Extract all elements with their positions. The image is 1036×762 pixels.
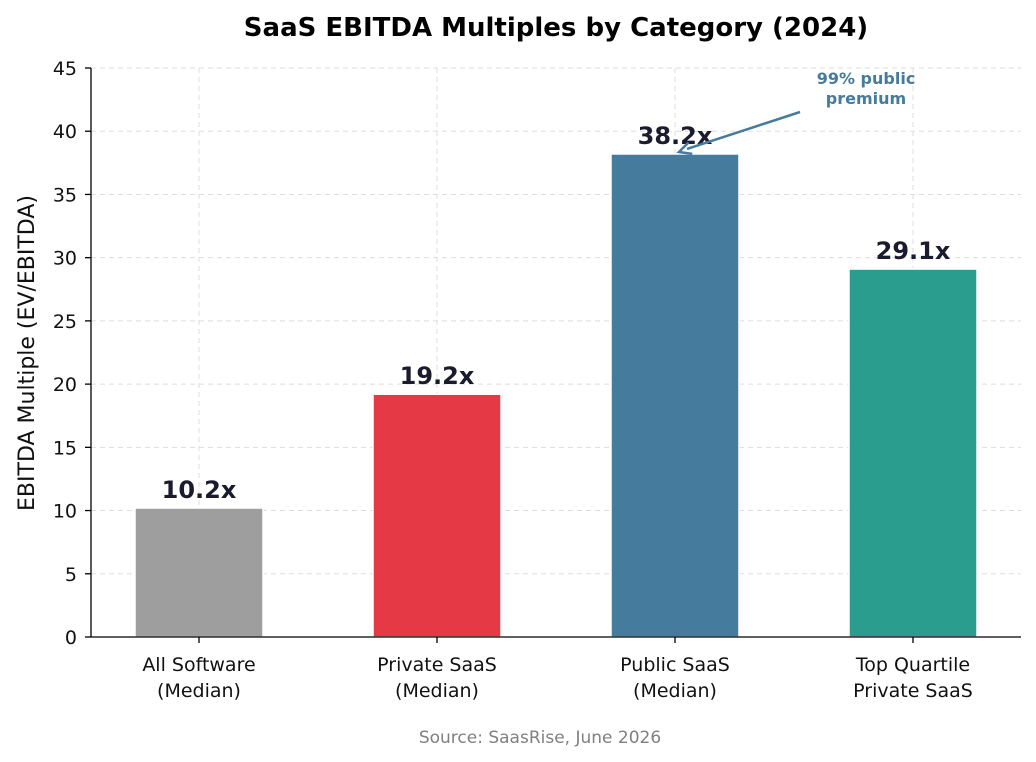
x-tick-label-line: Private SaaS <box>377 654 497 676</box>
chart-title: SaaS EBITDA Multiples by Category (2024) <box>244 13 868 43</box>
annotation-text: 99% public premium <box>817 69 916 108</box>
annotation-text-line: 99% public <box>817 69 916 88</box>
y-tick-label: 40 <box>53 121 77 143</box>
x-tick-label: All Software (Median) <box>142 654 255 702</box>
value-label: 38.2x <box>638 122 713 150</box>
y-tick-label: 15 <box>53 437 77 459</box>
bars <box>134 153 978 638</box>
x-tick-label: Public SaaS (Median) <box>620 654 730 702</box>
bar <box>134 507 264 638</box>
annotation-text-line: premium <box>826 89 906 108</box>
y-tick-label: 35 <box>53 184 77 206</box>
annotation-arrow-head <box>676 141 693 156</box>
y-tick-label: 30 <box>53 248 77 270</box>
annotation: 99% public premium <box>676 69 916 156</box>
axes <box>90 68 1021 638</box>
value-label: 19.2x <box>400 362 475 390</box>
x-tick-label-line: All Software <box>142 654 255 676</box>
x-tick-label-line: Public SaaS <box>620 654 730 676</box>
x-tick-label: Private SaaS (Median) <box>377 654 497 702</box>
y-tick-label: 20 <box>53 374 77 396</box>
y-tick-label: 45 <box>53 58 77 80</box>
bar <box>610 153 740 638</box>
source-note: Source: SaasRise, June 2026 <box>419 728 661 748</box>
x-tick-label-line: Top Quartile <box>855 654 970 676</box>
x-tick-label-line: (Median) <box>157 680 241 702</box>
y-tick-label: 25 <box>53 311 77 333</box>
y-axis-label: EBITDA Multiple (EV/EBITDA) <box>15 195 40 511</box>
value-labels: 10.2x 19.2x 38.2x 29.1x <box>162 122 951 504</box>
y-tick-label: 0 <box>65 627 77 649</box>
bar <box>372 393 502 638</box>
value-label: 29.1x <box>876 237 951 265</box>
value-label: 10.2x <box>162 476 237 504</box>
y-tick-label: 10 <box>53 501 77 523</box>
x-tick-label-line: (Median) <box>633 680 717 702</box>
x-tick-label: Top Quartile Private SaaS <box>853 654 973 702</box>
x-tick-label-line: Private SaaS <box>853 680 973 702</box>
annotation-arrow-line <box>686 110 801 151</box>
x-tick-label-line: (Median) <box>395 680 479 702</box>
x-tick-labels: All Software (Median) Private SaaS (Median)… <box>142 637 973 702</box>
y-tick-label: 5 <box>65 564 77 586</box>
y-ticks: 0 5 10 15 20 25 30 35 40 45 <box>53 58 91 649</box>
bar <box>848 268 978 638</box>
